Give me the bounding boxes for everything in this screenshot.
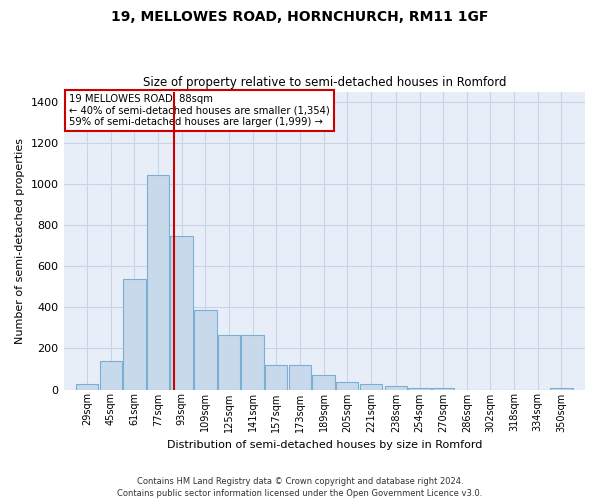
Bar [409, 388, 431, 390]
Title: Size of property relative to semi-detached houses in Romford: Size of property relative to semi-detach… [143, 76, 506, 90]
X-axis label: Distribution of semi-detached houses by size in Romford: Distribution of semi-detached houses by … [167, 440, 482, 450]
Bar [123, 278, 146, 390]
Y-axis label: Number of semi-detached properties: Number of semi-detached properties [15, 138, 25, 344]
Bar [313, 375, 335, 390]
Bar [432, 388, 454, 390]
Text: 19 MELLOWES ROAD: 88sqm
← 40% of semi-detached houses are smaller (1,354)
59% of: 19 MELLOWES ROAD: 88sqm ← 40% of semi-de… [69, 94, 329, 126]
Bar [170, 236, 193, 390]
Bar [147, 175, 169, 390]
Bar [336, 382, 358, 390]
Bar [265, 365, 287, 390]
Bar [385, 386, 407, 390]
Bar [289, 365, 311, 390]
Bar [550, 388, 572, 390]
Text: 19, MELLOWES ROAD, HORNCHURCH, RM11 1GF: 19, MELLOWES ROAD, HORNCHURCH, RM11 1GF [112, 10, 488, 24]
Text: Contains HM Land Registry data © Crown copyright and database right 2024.
Contai: Contains HM Land Registry data © Crown c… [118, 476, 482, 498]
Bar [241, 335, 264, 390]
Bar [359, 384, 382, 390]
Bar [100, 361, 122, 390]
Bar [76, 384, 98, 390]
Bar [194, 310, 217, 390]
Bar [218, 335, 240, 390]
